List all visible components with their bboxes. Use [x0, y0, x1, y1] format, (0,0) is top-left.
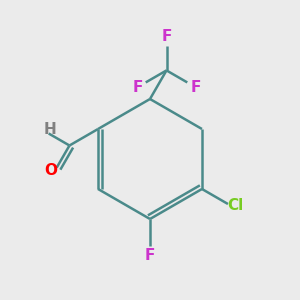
Text: F: F [132, 80, 142, 95]
Text: O: O [44, 163, 57, 178]
Text: F: F [161, 29, 172, 44]
Text: Cl: Cl [227, 198, 244, 213]
Text: F: F [190, 80, 201, 95]
Text: F: F [145, 248, 155, 262]
Text: H: H [44, 122, 57, 136]
